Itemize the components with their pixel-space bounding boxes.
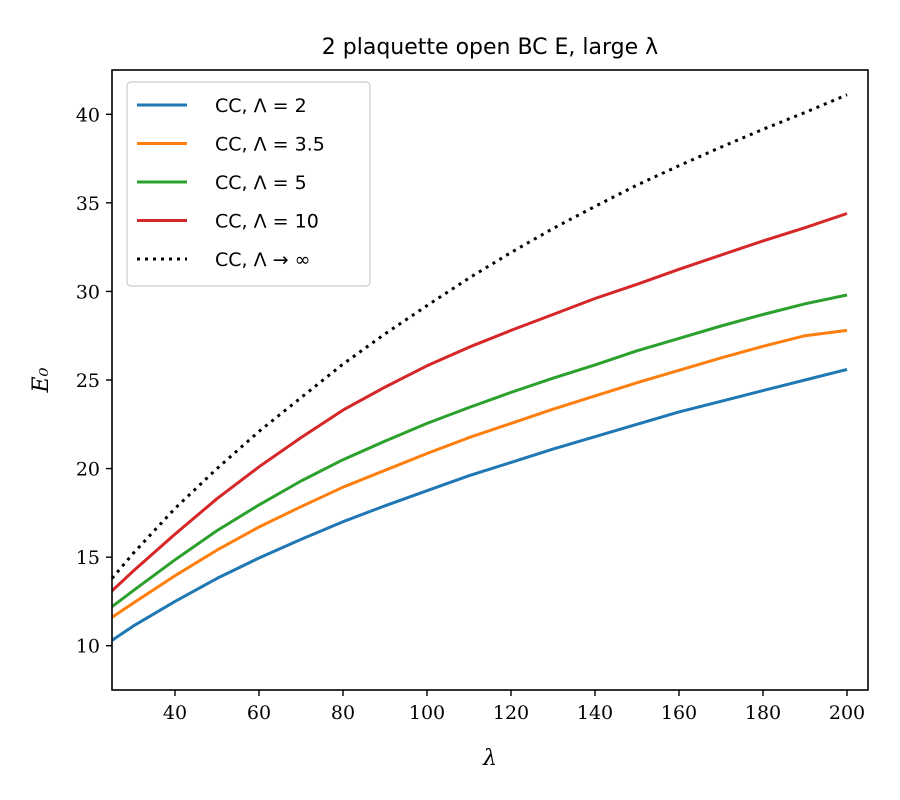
legend-box	[126, 81, 371, 287]
x-tick-label: 80	[331, 702, 355, 724]
legend-label: CC, Λ = 3.5	[215, 134, 325, 156]
y-tick-label: 40	[76, 104, 100, 126]
legend: CC, Λ = 2 CC, Λ = 3.5 CC, Λ = 5 CC, Λ = 10 C…	[126, 81, 371, 287]
legend-label: CC, Λ = 5	[215, 172, 307, 194]
axis-ticks: 40 60 80 100 120 140 160 180 200 10 15 20 25 30 35 40	[76, 104, 865, 724]
series-lines	[110, 93, 848, 642]
x-tick-label: 100	[409, 702, 445, 724]
legend-label: CC, Λ → ∞	[215, 249, 310, 271]
legend-label: CC, Λ = 2	[215, 95, 307, 117]
y-tick-label: 35	[76, 193, 100, 215]
x-tick-label: 120	[493, 702, 529, 724]
y-tick-label: 25	[76, 370, 100, 392]
series-line-1	[111, 367, 848, 642]
x-axis-label: λ	[482, 746, 497, 771]
x-tick-label: 60	[247, 702, 271, 724]
series-line-2	[111, 328, 848, 619]
legend-item: CC, Λ = 5	[137, 172, 307, 194]
chart-title: 2 plaquette open BC E, large λ	[322, 35, 658, 60]
x-tick-label: 200	[829, 702, 865, 724]
y-tick-label: 10	[76, 636, 100, 658]
y-axis-label: E₀	[29, 367, 54, 393]
x-tick-label: 140	[577, 702, 613, 724]
legend-item: CC, Λ → ∞	[137, 249, 310, 271]
legend-item: CC, Λ = 2	[137, 95, 307, 117]
x-tick-label: 180	[745, 702, 781, 724]
x-tick-label: 40	[163, 702, 187, 724]
y-tick-label: 20	[76, 459, 100, 481]
y-tick-label: 15	[76, 547, 100, 569]
legend-item: CC, Λ = 3.5	[137, 134, 325, 156]
series-line-3	[111, 293, 848, 608]
legend-item: CC, Λ = 10	[137, 211, 319, 233]
series-line-4	[110, 212, 848, 592]
y-tick-label: 30	[76, 281, 100, 303]
series-line-5	[110, 93, 848, 580]
x-tick-label: 160	[661, 702, 697, 724]
legend-label: CC, Λ = 10	[215, 211, 319, 233]
